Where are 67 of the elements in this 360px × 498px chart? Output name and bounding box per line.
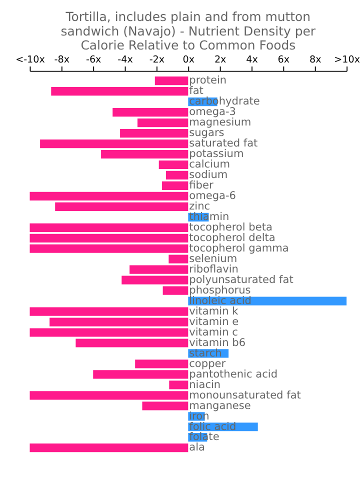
y-tick-label: tocopherol delta [189,232,276,244]
bar [154,76,188,86]
x-tick-label: 6x [278,54,290,66]
y-tick-label: starch [189,347,222,360]
y-tick-label: thiamin [189,211,230,224]
bar [112,108,188,117]
y-tick-label: phosphorus [189,284,251,296]
bar [51,87,188,96]
y-tick-label: ala [189,442,205,454]
y-tick-label: manganese [189,400,251,412]
y-tick-label: saturated fat [189,138,258,150]
bar [158,160,188,170]
bar [30,223,188,232]
bar [137,118,188,128]
y-tick-label: zinc [189,200,210,213]
y-tick-label: tocopherol gamma [189,242,289,255]
x-tick-label: -6x [86,54,102,66]
y-tick-label: vitamin k [189,305,240,318]
bar [30,192,188,200]
y-tick-label: niacin [189,378,221,391]
y-tick-label: polyunsaturated fat [189,274,294,286]
y-tick-label: vitamin b6 [189,336,246,349]
bar [55,202,188,211]
y-tick-label: selenium [189,252,238,265]
y-tick-label: vitamin c [189,326,238,338]
bar [120,128,188,138]
x-tick-label: 4x [246,54,258,66]
y-tick-label: monounsaturated fat [189,389,301,402]
bar [101,150,188,159]
x-tick-label: 8x [309,54,322,66]
x-tick-label: -2x [149,54,165,66]
y-tick-label: omega-3 [189,106,236,118]
bar [40,139,188,148]
y-tick-label: riboflavin [189,263,239,276]
y-tick-label: potassium [189,148,244,160]
chart-title: Tortilla, includes plain and from mutton sandwich (Navajo) - Nutrient Density per Calorie Relative to Common Foods [60,8,316,53]
bar [130,265,188,274]
bar [162,181,188,190]
y-tick-label: linoleic acid [189,294,252,307]
x-tick-label: <-10x [16,54,46,66]
y-tick-label: omega-6 [189,190,236,202]
y-tick-label: sodium [189,169,228,182]
bar [30,244,188,253]
y-tick-label: folic acid [189,420,236,433]
x-tick-label: -8x [54,54,70,66]
y-tick-label: sugars [189,127,224,140]
bar [122,276,188,284]
x-tick-label: 2x [214,54,227,66]
bar [166,170,188,180]
bar [162,286,188,295]
y-tick-label: vitamin e [189,316,239,328]
bar [30,234,188,242]
x-tick-label: -4x [118,54,134,66]
bar [168,254,188,264]
y-tick-label: tocopherol beta [189,222,272,234]
y-tick-label: protein [189,74,227,87]
y-tick-label: calcium [189,158,230,171]
x-tick-label: 0x [182,54,195,66]
y-tick-label: pantothenic acid [189,368,278,380]
y-tick-label: fat [189,85,204,98]
x-tick-label: >10x [334,54,360,66]
y-tick-label: fiber [189,180,214,192]
y-tick-label: copper [189,358,226,370]
y-tick-label: magnesium [189,116,252,129]
bar [30,444,188,452]
bar [30,391,188,400]
bar [142,402,188,410]
